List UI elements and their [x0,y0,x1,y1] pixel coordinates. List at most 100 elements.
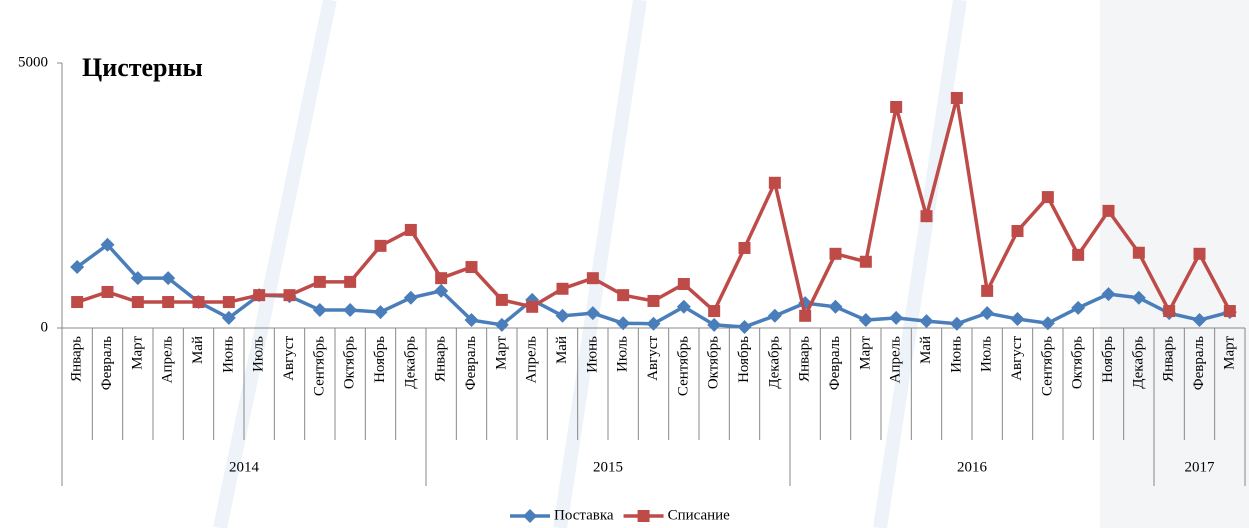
data-point [830,248,842,260]
legend-marker [523,509,537,523]
data-point [829,300,843,314]
data-point [253,289,265,301]
x-tick-label: Февраль [99,336,115,390]
x-tick-label: Январь [433,336,449,382]
x-tick-label: Январь [797,336,813,382]
data-point [1071,301,1085,315]
x-tick-label: Сентябрь [675,336,691,396]
x-tick-label: Февраль [827,336,843,390]
data-point [739,242,751,254]
x-tick-label: Июль [615,336,631,372]
year-label: 2015 [593,459,623,475]
x-tick-label: Ноябрь [1100,336,1116,383]
data-point [132,296,144,308]
data-point [980,306,994,320]
data-point [951,92,963,104]
x-tick-label: Февраль [463,336,479,390]
data-point [1012,225,1024,237]
data-point [405,224,417,236]
year-label: 2017 [1185,459,1216,475]
x-tick-label: Июнь [948,336,964,373]
x-tick-label: Ноябрь [372,336,388,383]
data-point [889,311,903,325]
data-point [708,305,720,317]
y-tick-label: 5000 [18,54,48,70]
x-tick-label: Январь [1161,336,1177,382]
x-tick-label: Апрель [888,336,904,384]
data-point [313,303,327,317]
x-tick-label: Октябрь [342,336,358,389]
x-tick-label: Апрель [160,336,176,384]
x-tick-label: Март [129,336,145,370]
x-tick-label: Октябрь [1070,336,1086,389]
legend-label: Поставка [554,507,614,523]
data-point [799,310,811,322]
x-tick-label: Февраль [1191,336,1207,390]
data-point [921,210,933,222]
data-point [466,261,478,273]
legend-marker [638,510,650,522]
x-tick-label: Август [1009,336,1025,381]
data-point [556,309,570,323]
x-tick-label: Март [1221,336,1237,370]
data-point [890,101,902,113]
data-point [375,240,387,252]
data-point [557,283,569,295]
data-point [1042,191,1054,203]
x-tick-label: Июнь [584,336,600,373]
background [220,0,960,528]
data-point [738,320,752,334]
data-point [920,314,934,328]
legend-label: Списание [668,507,731,523]
chart-title: Цистерны [82,53,203,82]
data-point [587,272,599,284]
data-point [193,296,205,308]
x-tick-label: Август [281,336,297,381]
data-point [71,296,83,308]
data-point [435,272,447,284]
x-tick-label: Май [190,336,206,364]
data-point [404,291,418,305]
data-point [1224,305,1236,317]
x-tick-label: Июль [251,336,267,372]
background-image [1100,0,1249,528]
data-point [314,276,326,288]
x-tick-label: Март [493,336,509,370]
x-tick-label: Декабрь [766,336,782,389]
y-tick-label: 0 [41,319,49,335]
x-tick-label: Апрель [524,336,540,384]
x-tick-label: Май [918,336,934,364]
x-tick-label: Декабрь [402,336,418,389]
data-point [102,286,114,298]
data-point [284,289,296,301]
data-point [1194,248,1206,260]
chart: Цистерны 050002014201520162017ЯнварьФевр… [0,0,1249,528]
data-point [950,317,964,331]
data-point [162,296,174,308]
data-point [1103,205,1115,217]
x-tick-label: Сентябрь [311,336,327,396]
x-tick-label: Октябрь [706,336,722,389]
x-tick-label: Декабрь [1130,336,1146,389]
x-tick-label: Январь [69,336,85,382]
x-tick-label: Июль [979,336,995,372]
data-point [860,256,872,268]
data-point [981,285,993,297]
data-point [1163,305,1175,317]
data-point [223,296,235,308]
data-point [678,278,690,290]
x-tick-label: Март [857,336,873,370]
data-point [1133,247,1145,259]
x-tick-label: Август [645,336,661,381]
x-tick-label: Май [554,336,570,364]
x-tick-label: Сентябрь [1039,336,1055,396]
data-point [768,309,782,323]
series-line [77,245,1230,327]
data-point [343,303,357,317]
series-line [77,98,1230,316]
data-point [526,301,538,313]
x-tick-label: Июнь [220,336,236,373]
data-point [859,313,873,327]
data-point [374,305,388,319]
data-point [617,289,629,301]
